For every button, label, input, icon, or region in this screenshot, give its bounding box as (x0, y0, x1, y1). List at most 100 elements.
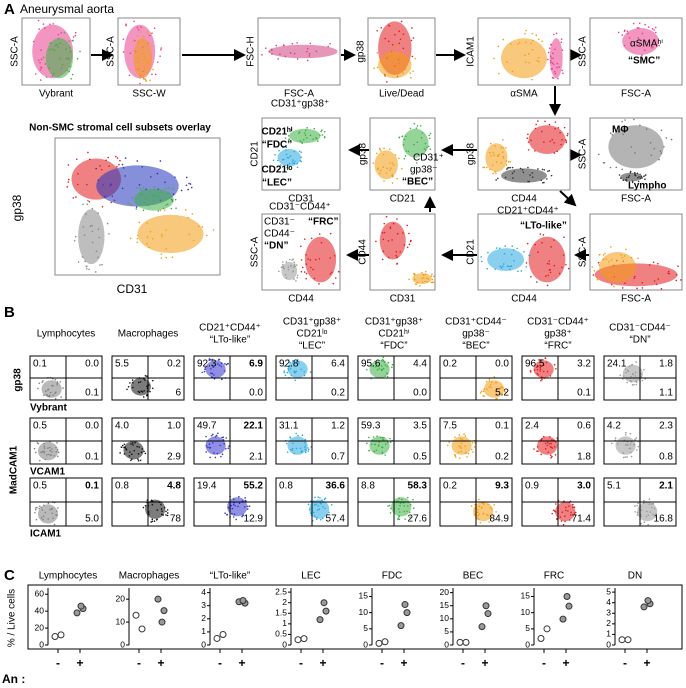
quadrant-value: 5.1 (607, 481, 621, 492)
cell-dot (549, 454, 552, 457)
y-axis-label: gp38 (356, 40, 367, 63)
cell-dot (387, 505, 389, 507)
gate-label: Lympho (628, 181, 667, 192)
cell-cloud (369, 360, 390, 379)
cell-dot (630, 256, 633, 259)
y-tick-label: 5 (363, 623, 368, 633)
cell-dot (140, 193, 143, 195)
cell-dot (232, 503, 235, 506)
cell-dot (220, 455, 222, 458)
cell-dot (295, 370, 298, 373)
x-tick-label: + (238, 656, 245, 670)
cell-dot (151, 73, 153, 76)
cell-dot (422, 273, 424, 276)
cell-dot (653, 147, 656, 150)
cell-cloud (374, 150, 398, 180)
cell-dot (629, 432, 632, 435)
cell-dot (289, 367, 292, 370)
cell-dot (224, 363, 226, 365)
cell-dot (130, 203, 132, 206)
cell-dot (395, 254, 398, 257)
cell-dot (458, 444, 460, 447)
x-axis-label: αSMA (510, 89, 538, 100)
cell-dot (542, 181, 544, 184)
cell-dot (641, 54, 643, 56)
cell-dot (483, 503, 485, 506)
cell-dot (539, 370, 542, 372)
cell-dot (627, 176, 630, 178)
cell-dot (146, 222, 149, 224)
cell-dot (610, 442, 613, 445)
cell-dot (548, 47, 551, 49)
cell-dot (486, 388, 488, 391)
cell-dot (417, 282, 419, 284)
cell-dot (119, 452, 121, 454)
cell-dot (525, 262, 528, 264)
cell-dot (542, 370, 545, 373)
cell-dot (154, 73, 157, 76)
cell-dot (657, 262, 659, 265)
y-tick-label: 15 (359, 591, 369, 601)
cell-dot (60, 396, 62, 398)
cell-dot (382, 250, 385, 253)
cell-dot (381, 232, 384, 234)
cell-dot (408, 278, 410, 281)
cell-dot (243, 506, 246, 508)
cell-dot (290, 448, 292, 451)
cell-dot (622, 378, 624, 380)
cell-dot (203, 370, 206, 373)
cell-dot (558, 272, 561, 275)
cell-dot (535, 281, 538, 283)
gate-label: CD31⁺ (413, 153, 444, 164)
data-point (565, 602, 573, 610)
cell-dot (321, 499, 323, 501)
cell-dot (34, 451, 37, 454)
quadrant-value: 0.1 (577, 388, 591, 399)
cell-dot (48, 48, 51, 51)
cell-dot (667, 270, 670, 273)
cell-dot (596, 278, 599, 281)
cell-dot (622, 456, 625, 459)
cell-dot (535, 34, 538, 37)
cell-dot (541, 130, 543, 133)
cell-cloud (487, 248, 524, 271)
flow-plot (21, 17, 91, 86)
cell-dot (309, 42, 312, 45)
cell-dot (213, 374, 215, 376)
quadrant-value: 0.0 (249, 388, 263, 399)
cell-dot (395, 67, 397, 69)
column-header: “LEC” (299, 341, 325, 352)
cell-dot (51, 48, 54, 50)
cell-dot (131, 381, 134, 384)
data-point (160, 607, 168, 615)
cell-dot (598, 254, 601, 256)
cell-dot (624, 368, 627, 370)
cell-dot (168, 186, 170, 189)
cell-dot (296, 58, 299, 60)
cell-dot (293, 452, 296, 455)
cell-dot (91, 230, 94, 233)
cell-dot (315, 50, 318, 53)
cell-dot (134, 441, 136, 444)
cell-dot (221, 453, 224, 455)
x-axis-label: An : (2, 672, 25, 686)
cell-dot (546, 178, 548, 180)
cell-dot (510, 43, 512, 45)
cell-dot (631, 373, 634, 375)
cell-dot (308, 55, 311, 57)
cell-dot (97, 179, 100, 181)
cell-dot (659, 150, 662, 152)
cell-dot (51, 75, 54, 77)
cell-dot (289, 155, 292, 157)
cell-cloud (133, 38, 153, 79)
cell-dot (607, 261, 610, 263)
cell-dot (421, 271, 423, 274)
cell-dot (382, 238, 385, 241)
cell-dot (432, 281, 435, 283)
cell-dot (220, 362, 223, 364)
cell-dot (573, 506, 576, 509)
cell-dot (309, 259, 312, 261)
cell-dot (635, 437, 638, 439)
cell-dot (386, 441, 389, 444)
cell-dot (383, 222, 386, 225)
